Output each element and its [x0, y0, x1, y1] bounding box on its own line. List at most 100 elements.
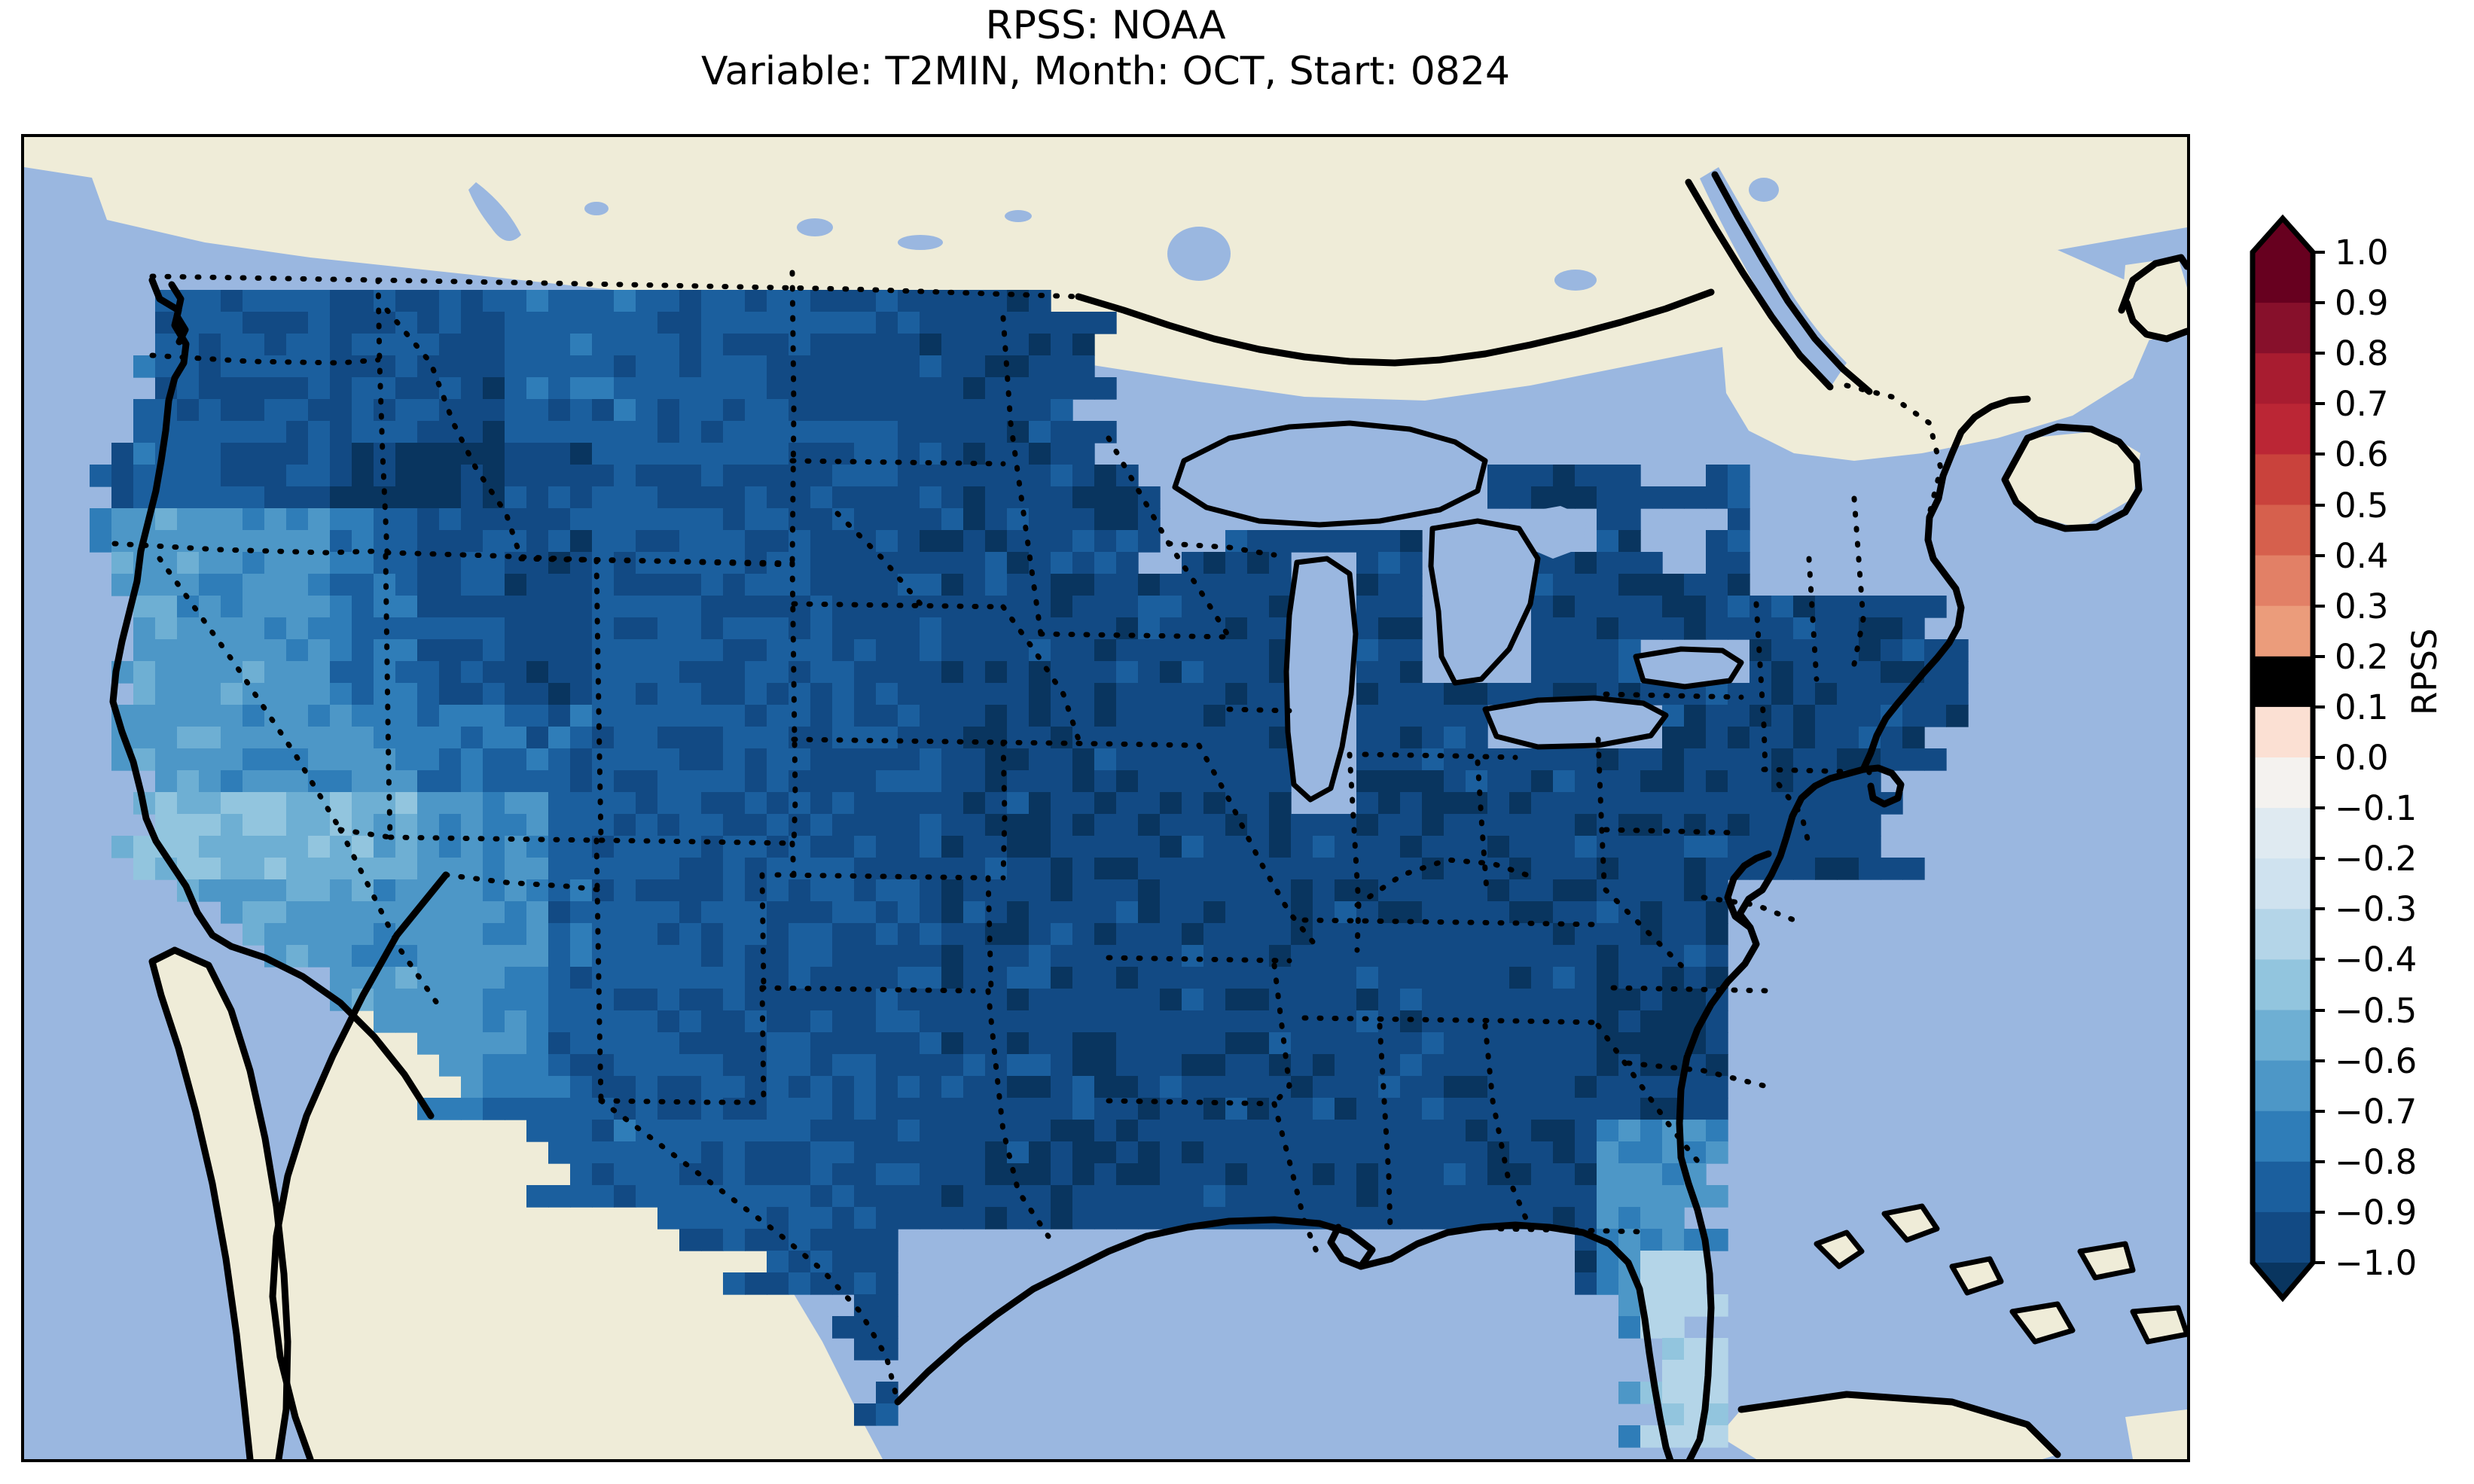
rpss-grid-cell — [1487, 465, 1510, 487]
rpss-grid-cell — [395, 945, 418, 967]
rpss-grid-cell — [1116, 748, 1139, 771]
rpss-grid-cell — [1007, 989, 1030, 1011]
rpss-grid-cell — [1225, 727, 1248, 749]
rpss-grid-cell — [1051, 355, 1073, 378]
rpss-grid-cell — [636, 508, 658, 531]
rpss-grid-cell — [832, 574, 855, 596]
rpss-grid-cell — [745, 377, 767, 400]
rpss-grid-cell — [1706, 858, 1728, 880]
rpss-grid-cell — [1356, 1207, 1379, 1230]
rpss-grid-cell — [570, 377, 593, 400]
rpss-grid-cell — [723, 617, 746, 640]
rpss-grid-cell — [701, 377, 724, 400]
rpss-grid-cell — [723, 1207, 746, 1230]
rpss-grid-cell — [1335, 967, 1357, 989]
rpss-grid-cell — [1575, 1032, 1597, 1055]
rpss-grid-cell — [417, 290, 440, 312]
rpss-grid-cell — [810, 901, 833, 924]
rpss-grid-cell — [1203, 1141, 1226, 1164]
rpss-grid-cell — [526, 727, 549, 749]
rpss-grid-cell — [701, 989, 724, 1011]
rpss-grid-cell — [745, 705, 767, 727]
rpss-grid-cell — [614, 574, 636, 596]
rpss-grid-cell — [810, 748, 833, 771]
rpss-grid-cell — [1662, 923, 1685, 946]
rpss-grid-cell — [1116, 596, 1139, 618]
rpss-grid-cell — [1051, 443, 1073, 465]
rpss-grid-cell — [941, 1010, 964, 1033]
rpss-grid-cell — [963, 1120, 986, 1142]
rpss-grid-cell — [614, 814, 636, 836]
rpss-grid-cell — [636, 312, 658, 334]
rpss-grid-cell — [1313, 858, 1335, 880]
rpss-grid-cell — [1116, 705, 1139, 727]
rpss-grid-cell — [1575, 770, 1597, 793]
rpss-grid-cell — [679, 639, 702, 662]
rpss-grid-cell — [1116, 901, 1139, 924]
rpss-grid-cell — [1051, 334, 1073, 356]
rpss-grid-cell — [1007, 574, 1030, 596]
rpss-grid-cell — [767, 879, 789, 902]
rpss-grid-cell — [1378, 1120, 1401, 1142]
rpss-grid-cell — [461, 334, 484, 356]
rpss-grid-cell — [548, 312, 571, 334]
rpss-grid-cell — [286, 552, 309, 574]
rpss-grid-cell — [876, 1294, 898, 1317]
rpss-grid-cell — [1029, 967, 1051, 989]
colorbar-tick-label: −0.3 — [2335, 889, 2418, 930]
rpss-grid-cell — [1618, 836, 1641, 858]
rpss-grid-cell — [483, 639, 505, 662]
rpss-grid-cell — [701, 1207, 724, 1230]
rpss-grid-cell — [374, 727, 396, 749]
rpss-grid-cell — [941, 552, 964, 574]
rpss-grid-cell — [1094, 421, 1117, 443]
rpss-grid-cell — [395, 661, 418, 684]
rpss-grid-cell — [810, 1098, 833, 1120]
rpss-grid-cell — [308, 530, 331, 553]
rpss-grid-cell — [417, 1010, 440, 1033]
rpss-grid-cell — [1684, 1098, 1707, 1120]
rpss-grid-cell — [352, 530, 374, 553]
rpss-grid-cell — [1072, 596, 1095, 618]
rpss-grid-cell — [1618, 1425, 1641, 1448]
rpss-grid-cell — [1378, 989, 1401, 1011]
rpss-grid-cell — [636, 858, 658, 880]
rpss-grid-cell — [876, 727, 898, 749]
rpss-grid-cell — [1072, 465, 1095, 487]
rpss-grid-cell — [1247, 814, 1270, 836]
rpss-grid-cell — [985, 355, 1008, 378]
rpss-grid-cell — [1618, 1120, 1641, 1142]
rpss-grid-cell — [1531, 486, 1554, 509]
rpss-grid-cell — [876, 530, 898, 553]
rpss-grid-cell — [963, 923, 986, 946]
rpss-grid-cell — [461, 727, 484, 749]
rpss-grid-cell — [920, 508, 942, 531]
rpss-grid-cell — [177, 399, 200, 422]
rpss-grid-cell — [1203, 879, 1226, 902]
rpss-grid-cell — [417, 617, 440, 640]
rpss-grid-cell — [723, 1229, 746, 1251]
rpss-grid-cell — [199, 399, 221, 422]
coastlines — [109, 171, 2187, 1459]
rpss-grid-cell — [177, 574, 200, 596]
rpss-grid-cell — [1356, 617, 1379, 640]
rpss-grid-cell — [439, 989, 462, 1011]
rpss-grid-cell — [767, 465, 789, 487]
rpss-grid-cell — [1509, 1163, 1532, 1186]
rpss-grid-cell — [1138, 879, 1161, 902]
rpss-grid-cell — [1749, 727, 1772, 749]
rpss-grid-cell — [395, 443, 418, 465]
rpss-grid-cell — [221, 879, 243, 902]
rpss-grid-cell — [1051, 792, 1073, 815]
rpss-grid-cell — [963, 1032, 986, 1055]
rpss-grid-cell — [395, 858, 418, 880]
rpss-grid-cell — [1116, 923, 1139, 946]
rpss-grid-cell — [1902, 617, 1925, 640]
rpss-grid-cell — [701, 1141, 724, 1164]
rpss-grid-cell — [1313, 1032, 1335, 1055]
rpss-grid-cell — [1662, 617, 1685, 640]
rpss-grid-cell — [920, 639, 942, 662]
rpss-grid-cell — [963, 508, 986, 531]
rpss-grid-cell — [570, 355, 593, 378]
rpss-grid-cell — [1575, 639, 1597, 662]
